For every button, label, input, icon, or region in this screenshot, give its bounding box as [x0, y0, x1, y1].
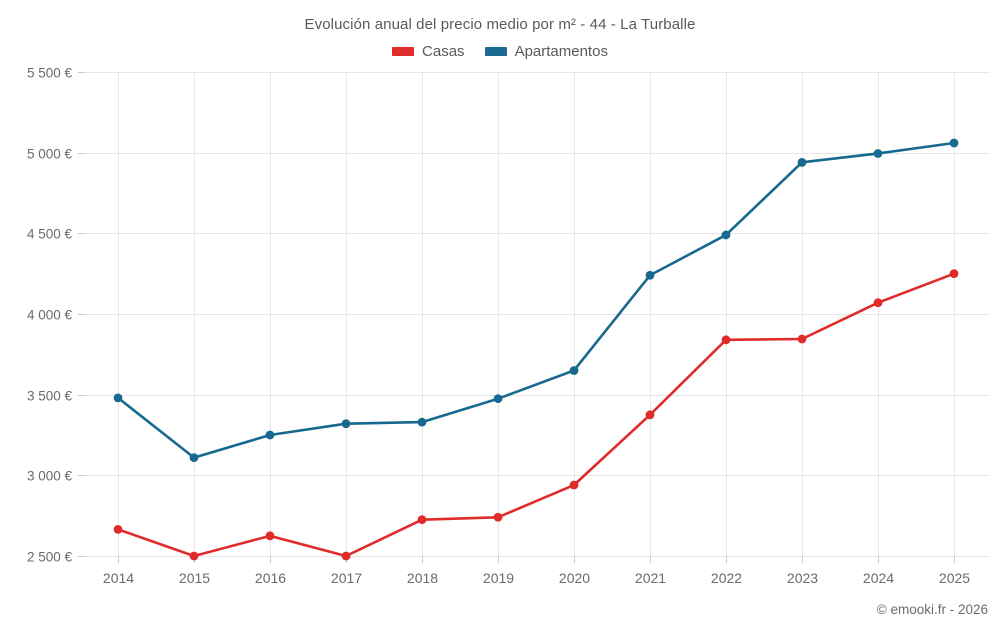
- data-point[interactable]: [113, 393, 123, 403]
- data-point[interactable]: [873, 149, 883, 158]
- y-tick-label: 2 500 €: [27, 550, 73, 565]
- data-point[interactable]: [797, 334, 807, 344]
- data-point[interactable]: [341, 419, 351, 429]
- data-point[interactable]: [949, 269, 959, 279]
- legend-label: Apartamentos: [514, 43, 608, 60]
- footer-credit: © emooki.fr - 2026: [876, 602, 988, 617]
- data-point[interactable]: [493, 512, 503, 522]
- x-tick-label: 2024: [863, 570, 894, 586]
- data-point[interactable]: [797, 157, 807, 167]
- data-point[interactable]: [949, 138, 959, 148]
- y-tick-label: 5 500 €: [27, 66, 73, 81]
- x-tick-label: 2014: [103, 570, 134, 586]
- data-point[interactable]: [265, 430, 275, 440]
- legend-swatch-icon: [392, 47, 415, 56]
- y-tick-label: 3 500 €: [27, 389, 73, 404]
- x-tick-label: 2025: [939, 570, 970, 586]
- data-point[interactable]: [189, 551, 199, 561]
- y-tick-label: 4 500 €: [27, 227, 73, 242]
- y-tick-label: 4 000 €: [27, 308, 73, 323]
- legend-item-casas[interactable]: Casas: [392, 43, 465, 60]
- x-tick-label: 2020: [559, 570, 590, 586]
- y-axis-ticks: [78, 72, 84, 557]
- horizontal-gridlines: [84, 72, 990, 557]
- x-axis-ticks: [118, 556, 955, 563]
- data-point[interactable]: [417, 515, 427, 525]
- data-point[interactable]: [417, 417, 427, 427]
- x-tick-label: 2023: [787, 570, 818, 586]
- data-point[interactable]: [341, 551, 351, 561]
- x-tick-label: 2021: [635, 570, 666, 586]
- data-point[interactable]: [493, 394, 503, 404]
- x-tick-label: 2017: [331, 570, 362, 586]
- data-point[interactable]: [873, 298, 883, 308]
- data-point[interactable]: [645, 410, 655, 420]
- series-line-apartamentos: [116, 141, 956, 459]
- x-tick-label: 2015: [179, 570, 210, 586]
- x-axis-labels: 2014 2015 2016 2017 2018 2019 2020 2021 2022 2023…: [103, 570, 970, 586]
- data-point[interactable]: [265, 531, 275, 541]
- data-point[interactable]: [721, 335, 731, 345]
- data-point[interactable]: [721, 230, 731, 240]
- data-point[interactable]: [189, 453, 199, 462]
- data-point[interactable]: [645, 270, 655, 280]
- x-tick-label: 2018: [407, 570, 438, 586]
- chart-legend: Casas Apartamentos: [0, 43, 1000, 60]
- y-tick-label: 5 000 €: [27, 147, 73, 162]
- series-line-casas: [116, 272, 956, 558]
- data-point[interactable]: [569, 366, 579, 375]
- y-axis-labels: 2 500 € 3 000 € 3 500 € 4 000 € 4 500 € 5 000…: [27, 66, 73, 565]
- legend-swatch-icon: [484, 47, 507, 56]
- y-tick-label: 3 000 €: [27, 469, 73, 484]
- data-series-layer: [113, 138, 959, 561]
- x-tick-label: 2016: [255, 570, 286, 586]
- legend-item-apartamentos[interactable]: Apartamentos: [484, 43, 608, 60]
- x-tick-label: 2022: [711, 570, 742, 586]
- chart-title: Evolución anual del precio medio por m² …: [304, 16, 696, 33]
- data-point[interactable]: [113, 524, 123, 534]
- data-point[interactable]: [569, 480, 579, 490]
- x-tick-label: 2019: [483, 570, 514, 586]
- legend-label: Casas: [422, 43, 465, 60]
